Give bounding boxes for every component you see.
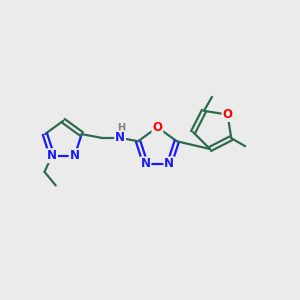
Text: N: N — [164, 158, 174, 170]
Text: N: N — [70, 149, 80, 162]
Text: O: O — [223, 108, 232, 121]
Text: N: N — [47, 149, 57, 162]
Text: O: O — [152, 121, 162, 134]
Text: N: N — [115, 131, 125, 144]
Text: H: H — [117, 123, 125, 134]
Text: N: N — [140, 158, 151, 170]
